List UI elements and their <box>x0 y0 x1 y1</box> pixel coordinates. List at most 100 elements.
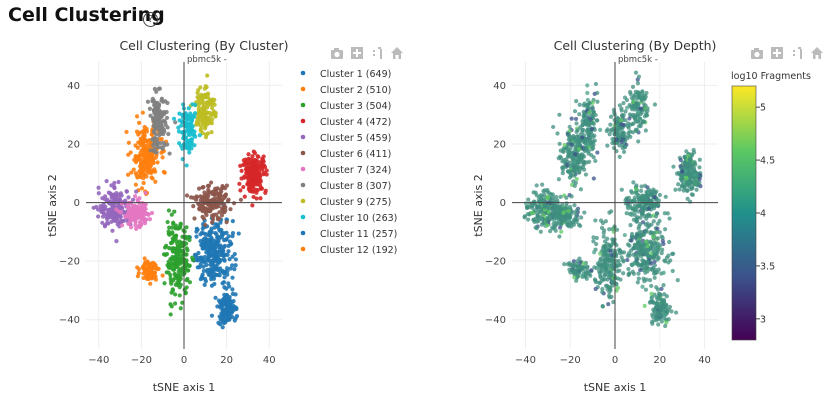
scatter-point[interactable] <box>156 114 161 119</box>
scatter-point[interactable] <box>139 203 144 209</box>
scatter-point[interactable] <box>117 214 123 219</box>
scatter-point[interactable] <box>218 266 223 271</box>
scatter-point[interactable] <box>170 230 175 235</box>
scatter-point[interactable] <box>194 194 199 199</box>
scatter-point[interactable] <box>184 163 189 168</box>
scatter-point[interactable] <box>607 227 612 232</box>
scatter-point[interactable] <box>230 219 235 224</box>
scatter-point[interactable] <box>217 252 222 257</box>
scatter-point[interactable] <box>96 191 101 196</box>
scatter-point[interactable] <box>135 274 141 279</box>
scatter-point[interactable] <box>249 157 255 162</box>
scatter-point[interactable] <box>640 261 646 266</box>
scatter-point[interactable] <box>201 103 207 108</box>
scatter-point[interactable] <box>608 249 613 254</box>
scatter-point[interactable] <box>239 176 244 181</box>
scatter-point[interactable] <box>557 112 562 117</box>
scatter-point[interactable] <box>137 130 142 135</box>
scatter-point[interactable] <box>609 257 615 262</box>
scatter-point[interactable] <box>659 319 665 324</box>
scatter-point[interactable] <box>176 226 181 231</box>
scatter-point[interactable] <box>619 117 624 123</box>
scatter-point[interactable] <box>553 215 558 221</box>
scatter-point[interactable] <box>213 251 218 256</box>
scatter-point[interactable] <box>211 212 216 217</box>
scatter-point[interactable] <box>642 106 648 111</box>
scatter-point[interactable] <box>605 143 610 148</box>
scatter-point[interactable] <box>220 231 225 236</box>
scatter-point[interactable] <box>641 242 647 247</box>
scatter-point[interactable] <box>684 149 689 154</box>
plus-box-icon[interactable] <box>770 46 784 60</box>
scatter-point[interactable] <box>151 156 156 162</box>
scatter-point[interactable] <box>615 269 620 274</box>
scatter-point[interactable] <box>200 226 205 231</box>
scatter-point[interactable] <box>226 249 231 254</box>
scatter-point[interactable] <box>635 241 640 246</box>
scatter-point[interactable] <box>241 184 246 190</box>
scatter-point[interactable] <box>529 203 534 209</box>
scatter-point[interactable] <box>202 243 207 248</box>
scatter-point[interactable] <box>656 203 661 208</box>
scatter-point[interactable] <box>577 112 582 117</box>
scatter-point[interactable] <box>582 264 587 270</box>
scatter-point[interactable] <box>154 100 159 105</box>
scatter-point[interactable] <box>640 209 646 214</box>
scatter-point[interactable] <box>564 204 569 209</box>
scatter-point[interactable] <box>607 290 612 295</box>
camera-icon[interactable] <box>330 46 344 60</box>
scatter-point[interactable] <box>615 285 621 290</box>
scatter-point[interactable] <box>100 220 105 225</box>
scatter-point[interactable] <box>134 114 140 119</box>
scatter-point[interactable] <box>209 105 215 111</box>
scatter-point[interactable] <box>126 195 131 200</box>
scatter-point[interactable] <box>601 234 606 239</box>
scatter-point[interactable] <box>156 86 161 91</box>
scatter-point[interactable] <box>580 135 585 140</box>
scatter-point[interactable] <box>565 159 570 165</box>
scatter-point[interactable] <box>627 203 633 208</box>
scatter-point[interactable] <box>635 215 640 220</box>
scatter-point[interactable] <box>186 113 191 118</box>
scatter-point[interactable] <box>590 100 595 105</box>
scatter-point[interactable] <box>633 70 639 75</box>
scatter-point[interactable] <box>562 142 567 148</box>
scatter-point[interactable] <box>110 228 115 233</box>
scatter-point[interactable] <box>645 243 650 249</box>
scatter-point[interactable] <box>134 208 139 213</box>
scatter-point[interactable] <box>551 221 556 226</box>
scatter-point[interactable] <box>209 269 214 275</box>
scatter-point[interactable] <box>584 128 590 133</box>
scatter-point[interactable] <box>602 244 608 249</box>
scatter-point[interactable] <box>574 176 579 182</box>
scatter-point[interactable] <box>595 99 600 104</box>
scatter-point[interactable] <box>622 145 628 150</box>
scatter-point[interactable] <box>146 170 151 175</box>
scatter-point[interactable] <box>533 190 538 195</box>
scatter-point[interactable] <box>254 158 259 163</box>
scatter-point[interactable] <box>586 149 591 154</box>
scatter-point[interactable] <box>654 285 659 290</box>
scatter-point[interactable] <box>573 152 578 157</box>
scatter-point[interactable] <box>656 198 661 203</box>
scatter-point[interactable] <box>114 239 119 244</box>
scatter-point[interactable] <box>126 221 131 227</box>
scatter-point[interactable] <box>144 174 149 179</box>
scatter-point[interactable] <box>611 238 616 243</box>
scatter-point[interactable] <box>187 263 192 269</box>
scatter-point[interactable] <box>128 225 134 230</box>
scatter-point[interactable] <box>569 194 574 199</box>
scatter-point[interactable] <box>210 190 215 195</box>
scatter-point[interactable] <box>230 254 235 259</box>
scatter-point[interactable] <box>188 195 194 200</box>
scatter-point[interactable] <box>577 169 582 175</box>
scatter-point[interactable] <box>232 267 237 272</box>
scatter-point[interactable] <box>175 251 180 257</box>
scatter-point[interactable] <box>651 265 656 270</box>
scatter-point[interactable] <box>637 230 642 235</box>
scatter-point[interactable] <box>125 172 131 177</box>
scatter-point[interactable] <box>606 302 611 307</box>
scatter-point[interactable] <box>202 126 208 131</box>
scatter-point[interactable] <box>116 179 121 185</box>
scatter-point[interactable] <box>697 176 702 181</box>
